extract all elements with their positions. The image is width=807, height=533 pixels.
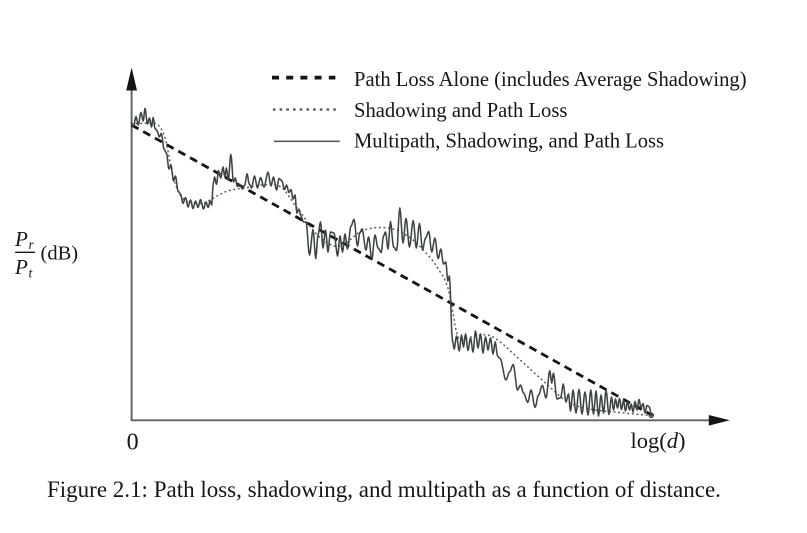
svg-text:t: t (29, 266, 34, 281)
svg-text:Multipath, Shadowing, and Path: Multipath, Shadowing, and Path Loss (354, 131, 664, 153)
svg-text:P: P (14, 255, 28, 279)
svg-text:(dB): (dB) (41, 243, 79, 265)
svg-text:Figure 2.1: Path loss, shadowi: Figure 2.1: Path loss, shadowing, and mu… (47, 477, 721, 502)
svg-text:log(d): log(d) (631, 428, 686, 453)
svg-text:P: P (14, 227, 28, 251)
svg-text:Path Loss Alone (includes Aver: Path Loss Alone (includes Average Shadow… (354, 69, 747, 91)
svg-text:r: r (29, 237, 35, 252)
svg-text:0: 0 (127, 430, 139, 456)
svg-text:Shadowing and Path Loss: Shadowing and Path Loss (354, 100, 567, 122)
